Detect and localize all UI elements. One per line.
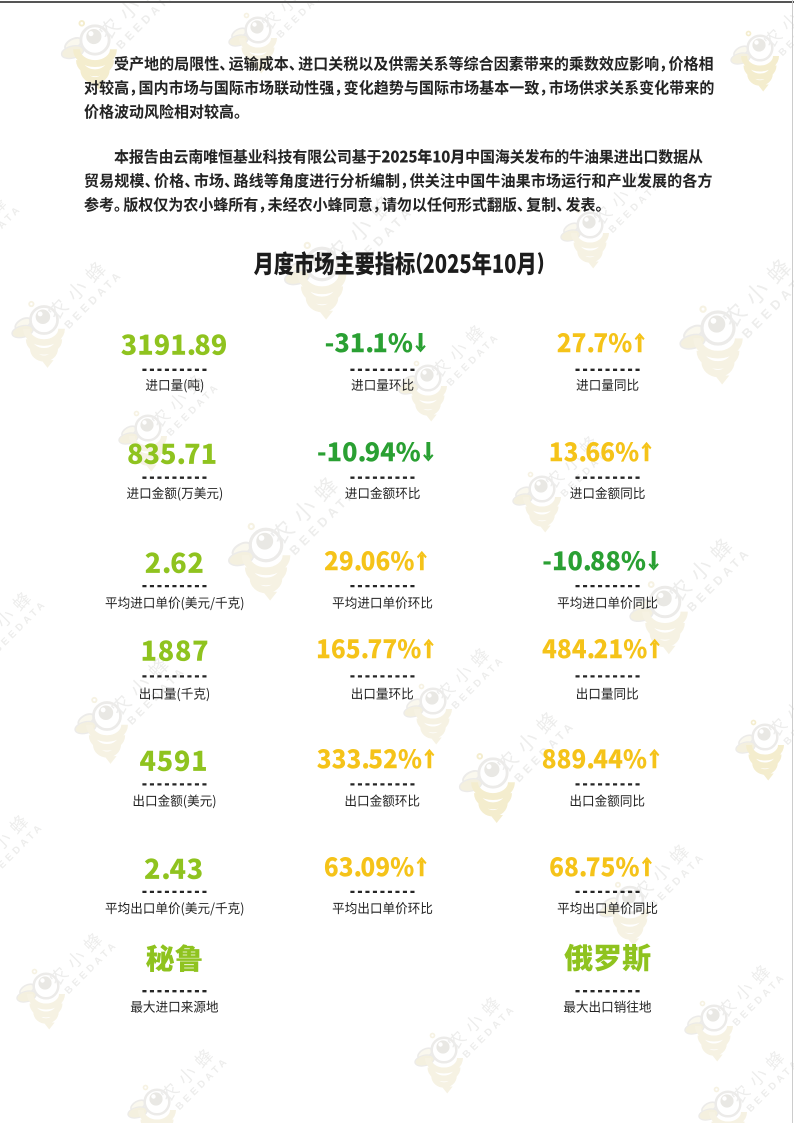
svg-text:BEEDATA: BEEDATA	[114, 0, 180, 52]
svg-text:BEEDATA: BEEDATA	[739, 266, 794, 342]
svg-text:BEEDATA: BEEDATA	[745, 1057, 794, 1115]
svg-text:BEEDATA: BEEDATA	[0, 821, 47, 879]
svg-text:BEEDATA: BEEDATA	[0, 203, 25, 261]
